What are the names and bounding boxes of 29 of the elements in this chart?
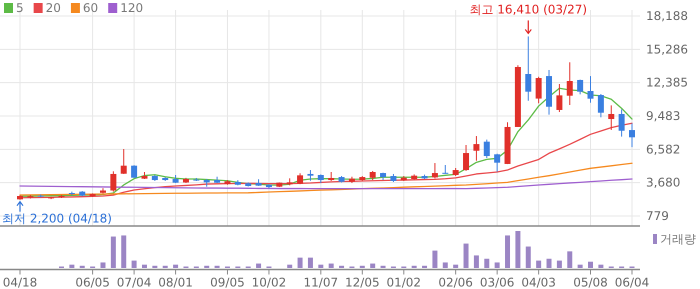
x-tick-label: 10/02 — [252, 276, 286, 289]
x-tick-label: 06/05 — [75, 276, 110, 289]
y-tick-label: 3,680 — [646, 176, 680, 190]
x-tick-label: 05/08 — [573, 276, 608, 289]
x-tick-label: 08/01 — [158, 276, 193, 289]
x-tick-label: 09/05 — [210, 276, 245, 289]
x-tick-label: 03/06 — [480, 276, 514, 289]
y-tick-label: 9,483 — [646, 109, 680, 124]
x-tick-label: 12/05 — [345, 276, 380, 289]
y-tick-label: 6,582 — [646, 142, 680, 156]
legend-label: 60 — [82, 1, 98, 15]
y-tick-label: 12,385 — [646, 76, 688, 90]
annotation: 최저 2,200 (04/18) — [2, 212, 112, 226]
legend-label: 5 — [16, 1, 24, 15]
legend: 거래량 — [653, 232, 696, 246]
x-tick-label: 01/02 — [386, 276, 422, 289]
annotation: 최고 16,410 (03/27) — [469, 2, 588, 16]
legend-label: 20 — [46, 1, 61, 15]
y-tick-label: 779 — [646, 209, 669, 224]
x-tick-label: 11/07 — [304, 276, 338, 289]
x-tick-label: 06/04 — [614, 276, 650, 289]
y-tick-label: 18,188 — [646, 9, 688, 23]
y-tick-label: 15,286 — [646, 42, 688, 56]
x-tick-label: 07/04 — [116, 276, 152, 289]
legend-label: 120 — [120, 1, 144, 15]
x-tick-label: 02/06 — [438, 276, 473, 289]
legend-label: 거래량 — [660, 232, 696, 246]
x-tick-label: 04/18 — [2, 276, 38, 289]
x-tick-label: 04/03 — [521, 276, 556, 289]
